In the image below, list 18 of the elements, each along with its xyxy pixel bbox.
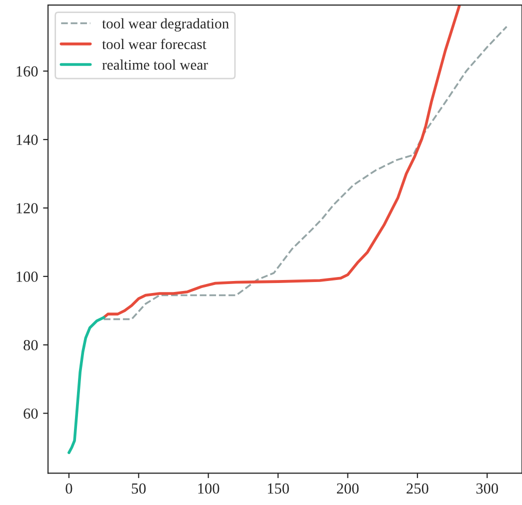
x-tick-label: 100 [198,483,220,494]
x-tick-label: 200 [336,483,359,494]
y-tick-label: 160 [16,66,38,77]
y-tick-label: 140 [16,134,38,145]
y-tick-label: 80 [24,340,38,350]
y-tick-label: 120 [16,203,38,214]
line-series [68,316,106,454]
x-tick-label: 250 [406,483,428,494]
x-tick-label: 0 [66,483,72,494]
legend-label: tool wear forecast [102,38,206,50]
y-tick-label: 60 [24,408,38,419]
line-series [102,5,461,319]
x-tick-label: 50 [132,483,146,494]
x-tick-label: 150 [268,483,289,494]
legend-label: tool wear degradation [102,18,229,32]
legend-label: realtime tool wear [102,60,208,70]
y-tick-label: 100 [16,272,38,282]
x-tick-label: 300 [476,483,498,494]
